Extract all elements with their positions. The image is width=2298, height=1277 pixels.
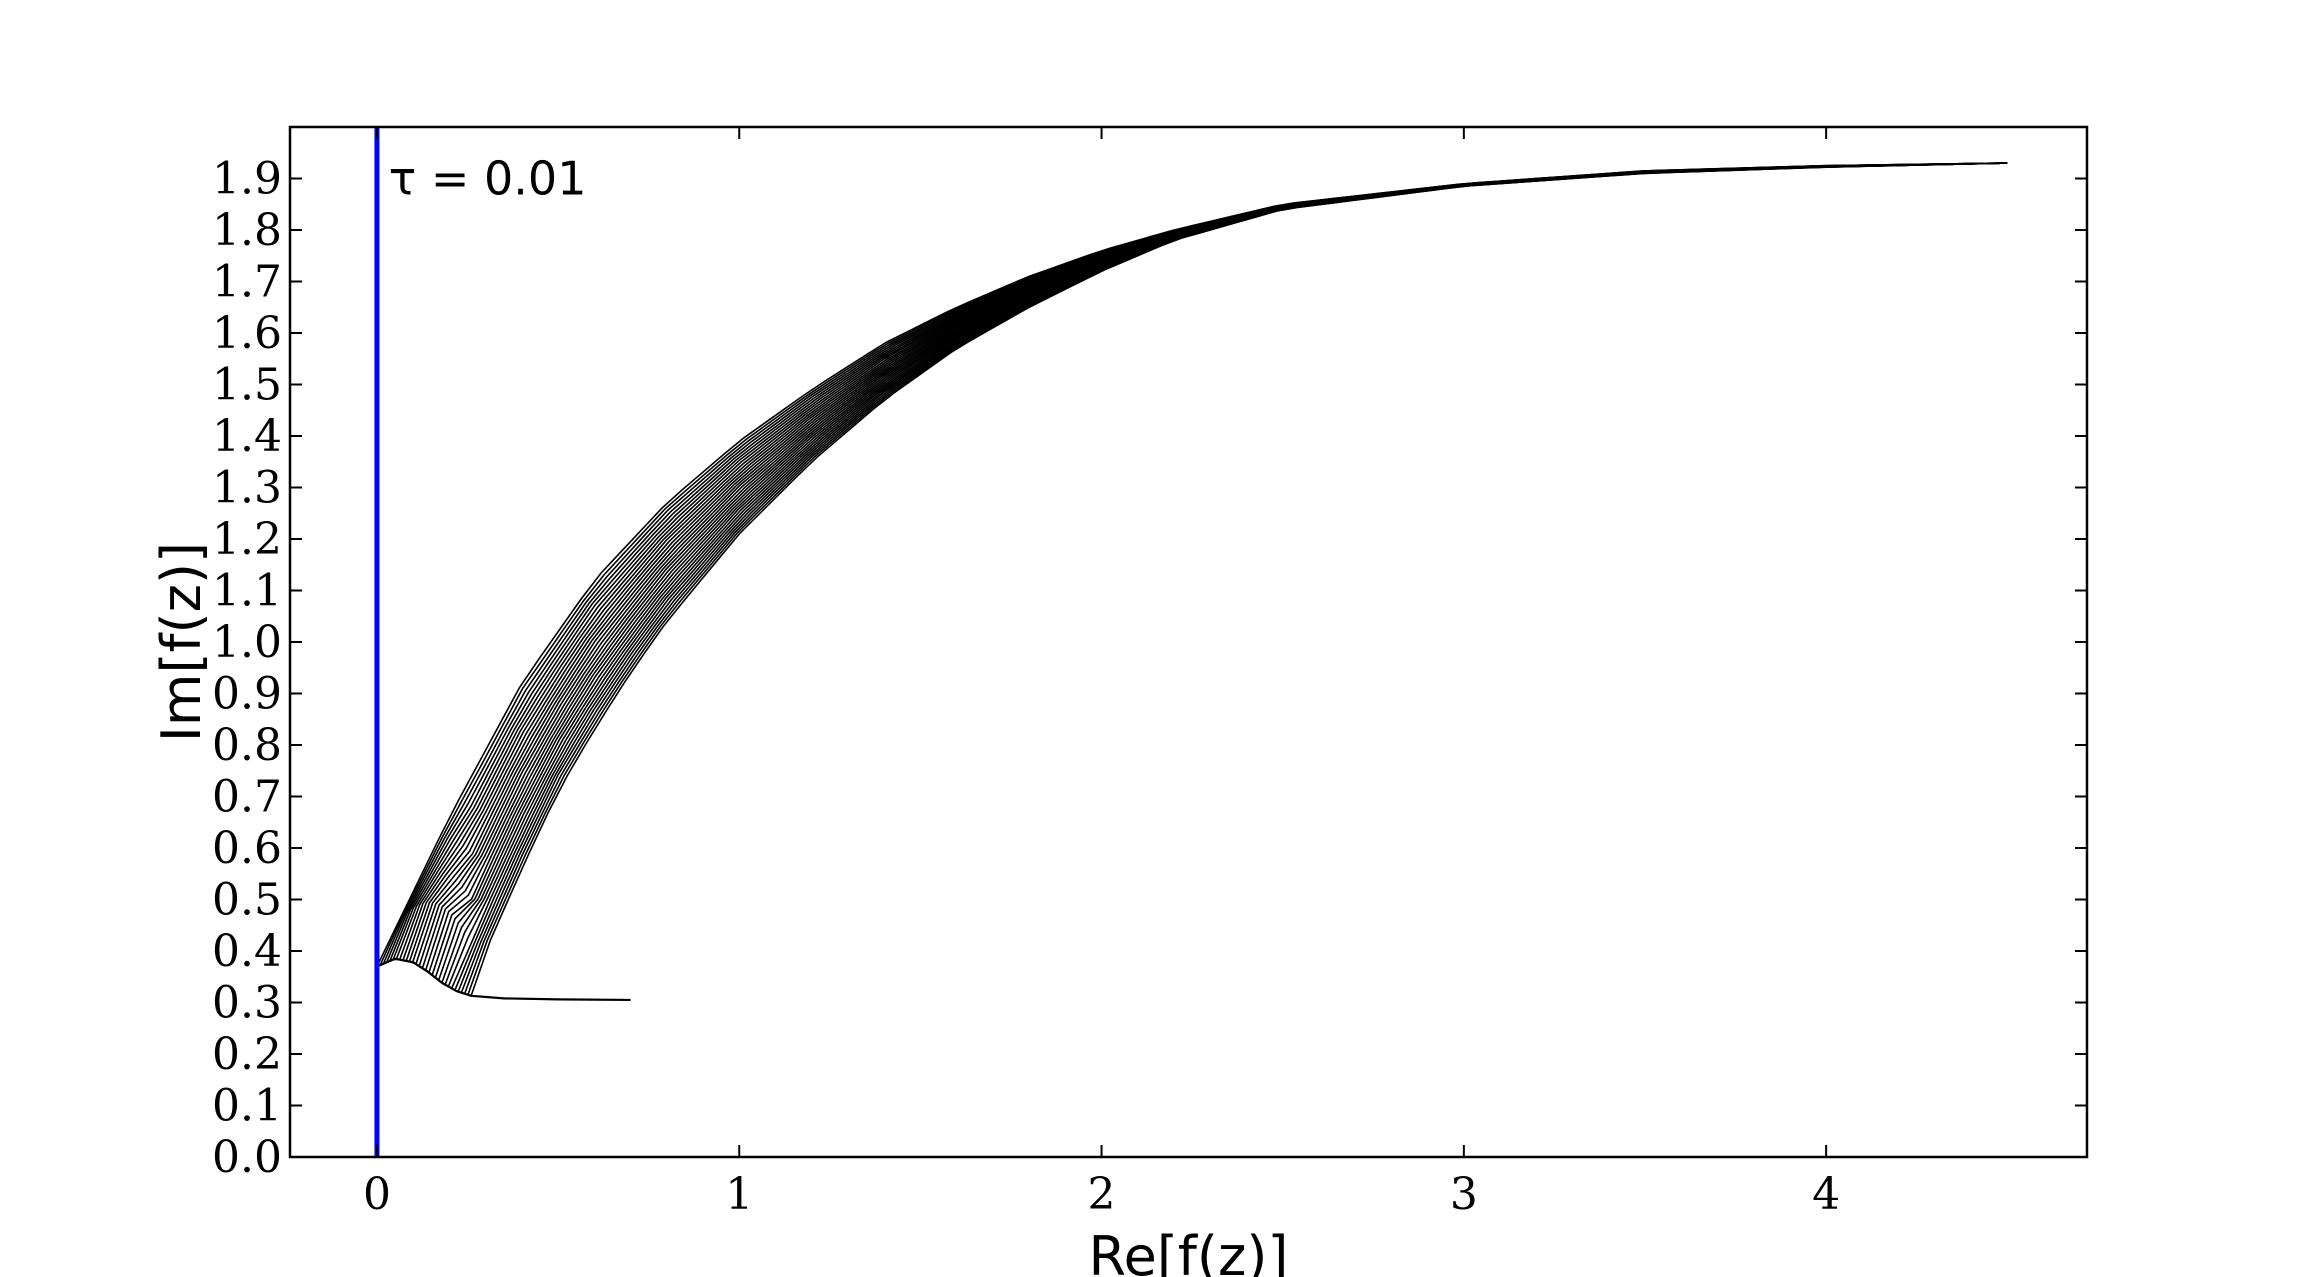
y-tick-label: 1.6 — [212, 308, 282, 359]
y-tick-label: 1.9 — [212, 154, 282, 205]
series-curve — [376, 162, 2008, 985]
y-tick-label: 1.4 — [212, 411, 282, 462]
y-axis-label: Im[f(z)] — [150, 542, 213, 742]
series-curve — [376, 162, 2008, 992]
y-tick-label: 0.1 — [212, 1081, 282, 1132]
x-tick-label: 3 — [1450, 1169, 1478, 1220]
x-axis-label: Re[f(z)] — [1089, 1225, 1289, 1277]
y-tick-label: 0.5 — [212, 875, 282, 926]
curve-family — [376, 162, 2008, 1002]
axis-ticks: 0 1 2 3 40.00.10.20.30.40.50.60.70.80.91.01.… — [212, 127, 2087, 1220]
series-tail — [376, 957, 631, 1002]
y-tick-label: 0.3 — [212, 978, 282, 1029]
series-curve — [376, 162, 2008, 974]
y-tick-label: 0.9 — [212, 669, 282, 720]
x-tick-label: 1 — [725, 1169, 753, 1220]
series-curve — [376, 162, 2008, 968]
y-tick-label: 0.7 — [212, 772, 282, 823]
y-tick-label: 1.2 — [212, 514, 282, 565]
y-tick-label: 0.0 — [212, 1132, 282, 1183]
y-tick-label: 0.4 — [212, 926, 282, 977]
y-tick-label: 1.5 — [212, 360, 282, 411]
y-tick-label: 0.8 — [212, 720, 282, 771]
x-tick-label: 2 — [1088, 1169, 1116, 1220]
series-curve — [376, 162, 2008, 972]
y-tick-label: 0.2 — [212, 1029, 282, 1080]
x-tick-label: 4 — [1812, 1169, 1840, 1220]
y-tick-label: 1.3 — [212, 463, 282, 514]
y-tick-label: 1.0 — [212, 617, 282, 668]
y-tick-label: 1.8 — [212, 205, 282, 256]
x-tick-label: 0 — [363, 1169, 391, 1220]
series-curve — [376, 162, 2008, 993]
series-curve — [376, 162, 2008, 994]
y-tick-label: 1.7 — [212, 257, 282, 308]
tau-annotation: τ = 0.01 — [389, 152, 587, 206]
y-tick-label: 1.1 — [212, 566, 282, 617]
y-tick-label: 0.6 — [212, 823, 282, 874]
series-curve — [376, 162, 2008, 982]
